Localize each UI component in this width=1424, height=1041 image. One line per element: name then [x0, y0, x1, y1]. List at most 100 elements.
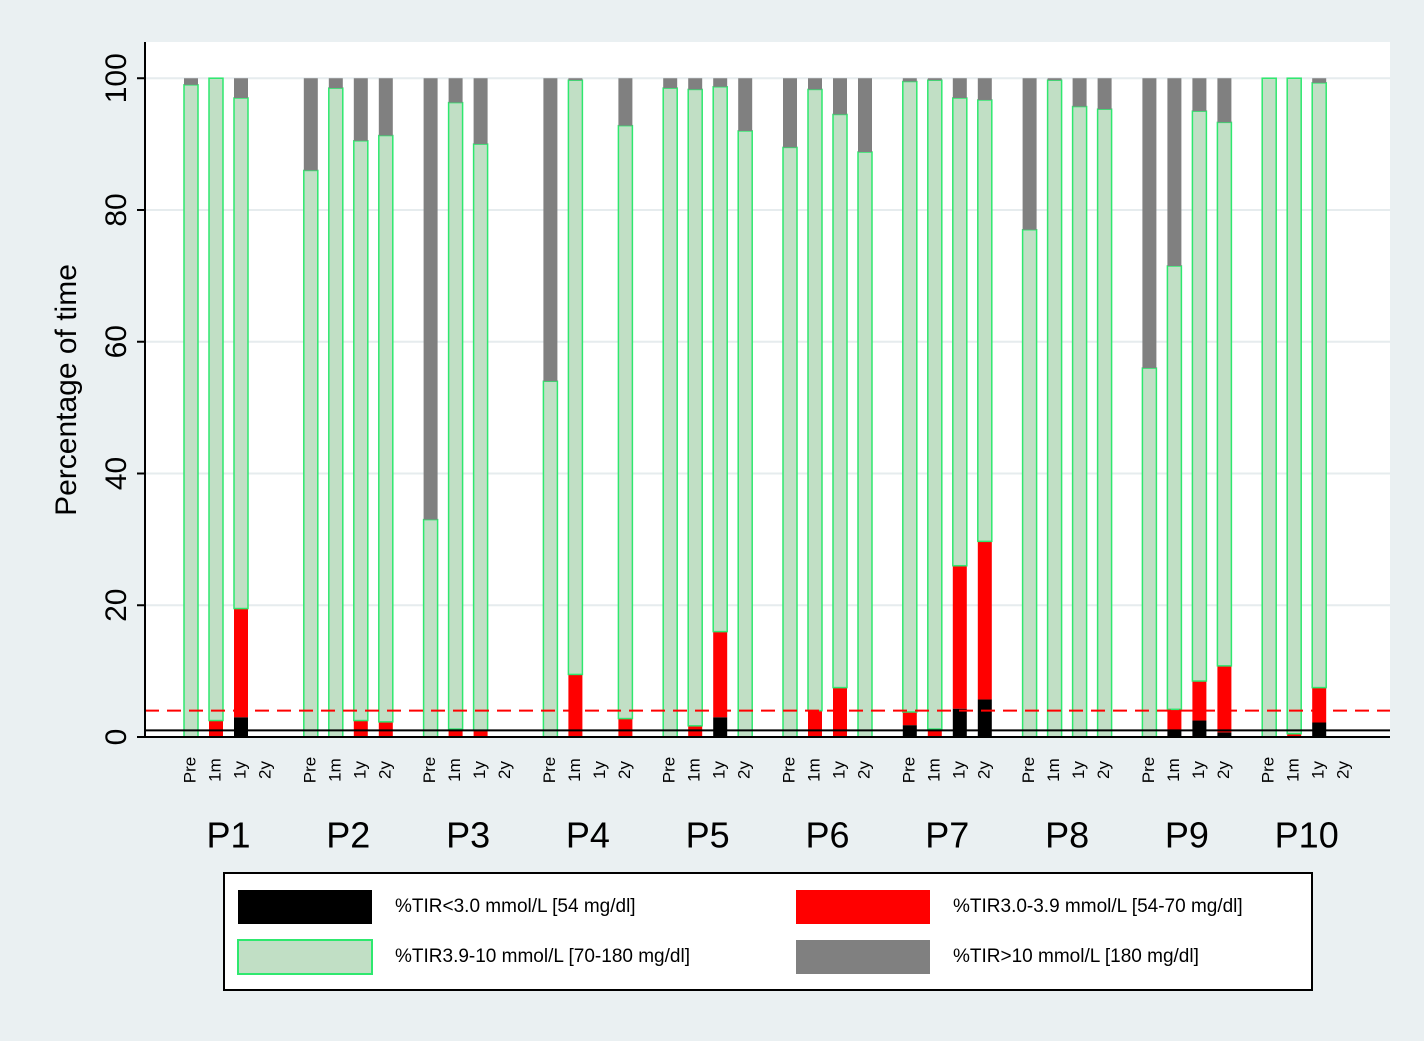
bar-segment [1261, 77, 1277, 738]
bar-segment [234, 78, 248, 98]
group-label: P9 [1165, 815, 1209, 856]
bar-segment [952, 708, 967, 737]
x-tick-label: 1y [1309, 761, 1328, 779]
bar-segment [183, 84, 199, 738]
bar-segment [1022, 78, 1037, 230]
bar-segment [1312, 687, 1327, 723]
x-tick-label: 2y [375, 761, 394, 779]
x-tick-label: Pre [420, 757, 439, 783]
bar-segment [783, 78, 797, 148]
bar-segment [328, 87, 344, 738]
y-tick-label: 40 [100, 457, 133, 490]
x-tick-label: 2y [1214, 761, 1233, 779]
group-label: P6 [805, 815, 849, 856]
bar-segment [353, 78, 368, 141]
x-tick-label: 1m [205, 758, 224, 782]
bar-segment [618, 78, 633, 126]
x-tick-label: Pre [300, 757, 319, 783]
bar-segment [1046, 79, 1063, 738]
x-tick-label: 1m [804, 758, 823, 782]
bar-segment [1191, 110, 1208, 682]
legend-swatch [237, 939, 373, 975]
legend-label: %TIR<3.0 mmol/L [54 mg/dl] [395, 896, 636, 917]
bar-segment [952, 565, 967, 709]
x-tick-label: 2y [735, 761, 754, 779]
bar-segment [568, 674, 583, 737]
bar-segment [902, 78, 917, 82]
bar-segment [808, 710, 822, 737]
x-tick-label: Pre [540, 757, 559, 783]
bar-segment [472, 143, 489, 732]
bar-segment [542, 380, 559, 738]
bar-segment [568, 78, 583, 81]
x-tick-label: 1m [325, 758, 344, 782]
bar-segment [448, 78, 463, 103]
bar-segment [328, 78, 343, 89]
bar-segment [952, 97, 968, 567]
x-tick-label: 2y [495, 761, 514, 779]
group-label: P10 [1275, 815, 1339, 856]
bar-segment [1167, 78, 1182, 266]
bar-segment [712, 86, 728, 633]
x-tick-label: 2y [854, 761, 873, 779]
bar-segment [713, 717, 728, 737]
x-tick-label: 1m [1044, 758, 1063, 782]
y-axis-title: Percentage of time [50, 264, 83, 516]
bar-segment [832, 113, 848, 689]
group-label: P8 [1045, 815, 1089, 856]
bar-segment [447, 101, 464, 730]
legend-swatch [238, 890, 372, 924]
bar-segment [378, 78, 393, 136]
bar-segment [713, 78, 728, 87]
bar-segment [977, 78, 992, 100]
bar-segment [234, 608, 248, 718]
bar-segment [618, 718, 633, 737]
plot-area [145, 42, 1390, 737]
y-tick-label: 80 [100, 193, 133, 226]
bar-segment [902, 80, 918, 713]
bar-segment [473, 730, 488, 737]
bar-segment [1312, 78, 1327, 83]
x-tick-label: 1y [590, 761, 609, 779]
bar-segment [378, 134, 394, 723]
bar-segment [1311, 82, 1327, 689]
x-tick-label: 1y [1069, 761, 1088, 779]
bar-segment [208, 77, 224, 722]
bar-segment [807, 88, 823, 712]
y-tick-label: 60 [100, 325, 133, 358]
group-label: P1 [206, 815, 250, 856]
x-tick-label: 2y [974, 761, 993, 779]
x-tick-label: 2y [1094, 761, 1113, 779]
bar-segment [977, 541, 992, 700]
bar-segment [927, 78, 942, 81]
x-tick-label: Pre [1139, 757, 1158, 783]
legend-label: %TIR3.0-3.9 mmol/L [54-70 mg/dl] [953, 896, 1243, 917]
bar-segment [617, 124, 634, 720]
bar-segment [1167, 730, 1182, 737]
bar-segment [808, 78, 822, 90]
x-tick-label: Pre [1259, 757, 1278, 783]
bar-segment [422, 518, 439, 738]
legend-label: %TIR>10 mmol/L [180 mg/dl] [953, 946, 1199, 967]
bar-segment [782, 146, 798, 738]
x-tick-label: 1y [350, 761, 369, 779]
y-tick-label: 100 [100, 53, 133, 103]
bar-segment [234, 717, 248, 737]
x-tick-label: 2y [255, 761, 274, 779]
x-tick-label: Pre [1019, 757, 1038, 783]
x-tick-label: Pre [779, 757, 798, 783]
bar-segment [1216, 121, 1233, 667]
bar-segment [209, 720, 223, 737]
bar-segment [1192, 720, 1207, 737]
bar-segment [927, 79, 943, 730]
bar-segment [423, 78, 438, 520]
bar-segment [977, 699, 992, 737]
bar-segment [1141, 367, 1158, 738]
bar-segment [1192, 78, 1207, 112]
bar-segment [833, 78, 847, 115]
bar-segment [833, 687, 847, 737]
y-tick-label: 0 [100, 729, 133, 746]
x-tick-label: 2y [615, 761, 634, 779]
x-tick-label: 1y [470, 761, 489, 779]
